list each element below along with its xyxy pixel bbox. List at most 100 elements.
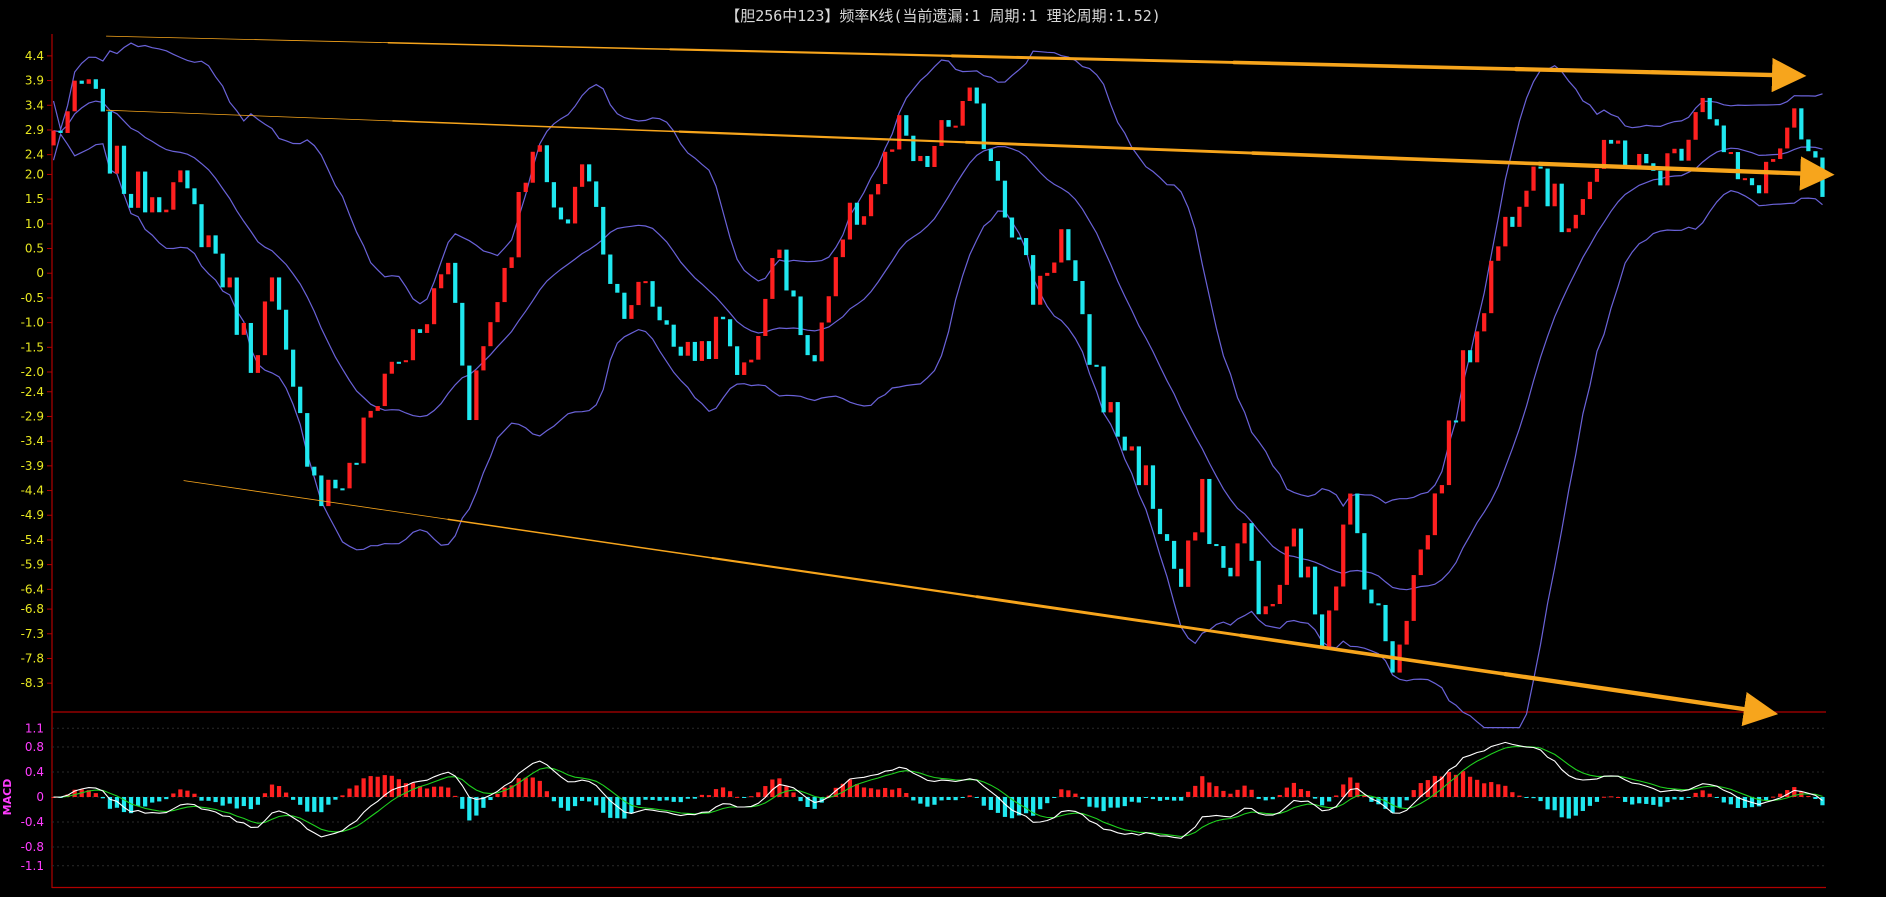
down-candle <box>467 365 472 421</box>
up-candle <box>1327 610 1332 647</box>
macd-histogram-bar <box>967 795 972 797</box>
macd-histogram-bar <box>657 797 662 801</box>
up-candle <box>579 164 585 187</box>
down-candle <box>1009 217 1015 238</box>
up-candle <box>819 322 824 362</box>
y-tick-label: -2.0 <box>21 365 44 379</box>
down-candle <box>1559 183 1564 233</box>
up-candle <box>953 125 958 128</box>
up-candle <box>1418 549 1423 576</box>
down-candle <box>58 130 63 133</box>
y-tick-label: 1.5 <box>25 192 44 206</box>
macd-histogram-bar <box>361 778 366 797</box>
candlesticks <box>51 79 1825 673</box>
up-candle <box>897 115 902 150</box>
macd-histogram-bar <box>1467 776 1473 797</box>
y-tick-label: -1.5 <box>21 340 44 354</box>
macd-histogram-bar <box>1242 785 1247 797</box>
macd-histogram-bar <box>1355 782 1360 797</box>
macd-histogram-bar <box>1446 771 1452 797</box>
up-candle <box>1305 566 1311 578</box>
up-candle <box>410 329 416 361</box>
macd-histogram-bar <box>1327 797 1332 802</box>
up-candle <box>135 171 141 208</box>
y-tick-label: -3.4 <box>21 434 44 448</box>
down-candle <box>1312 566 1318 615</box>
up-candle <box>770 258 775 299</box>
down-candle <box>1545 168 1550 207</box>
up-candle <box>1045 272 1050 276</box>
down-candle <box>460 302 465 366</box>
macd-histogram-bar <box>1263 797 1268 801</box>
macd-histogram-bar <box>1460 771 1466 797</box>
trend-arrow-segment <box>950 54 1236 64</box>
macd-histogram-bar <box>1665 797 1670 803</box>
macd-panel <box>51 741 1825 839</box>
macd-histogram-bar <box>727 791 733 797</box>
y-tick-label: -4.9 <box>21 508 44 522</box>
macd-histogram-bar <box>1510 792 1515 797</box>
down-candle <box>1136 446 1141 486</box>
macd-histogram-bar <box>1778 793 1783 797</box>
y-tick-label: 2.0 <box>25 167 44 181</box>
up-candle <box>1475 331 1480 363</box>
up-candle <box>403 360 409 363</box>
macd-histogram-bar <box>481 797 486 808</box>
macd-histogram-bar <box>1813 797 1818 799</box>
macd-histogram-bar <box>1763 797 1769 801</box>
down-candle <box>657 306 662 321</box>
down-candle <box>192 188 197 205</box>
macd-histogram-bar <box>1756 797 1762 807</box>
down-candle <box>1221 546 1226 568</box>
macd-tick-label: -0.4 <box>21 815 44 829</box>
macd-histogram-bar <box>1038 797 1043 810</box>
up-candle <box>227 277 232 288</box>
y-tick-label: -3.9 <box>21 459 44 473</box>
up-candle <box>51 130 56 146</box>
up-candle <box>685 341 690 356</box>
down-candle <box>1122 436 1127 451</box>
down-candle <box>79 80 84 84</box>
down-candle <box>1714 119 1719 126</box>
macd-histogram-bar <box>1496 784 1501 797</box>
up-candle <box>1334 586 1339 611</box>
macd-histogram-bar <box>467 797 472 821</box>
down-candle <box>291 349 296 387</box>
y-tick-label: 3.4 <box>25 98 44 112</box>
macd-histogram-bar <box>1601 796 1607 798</box>
up-candle <box>164 209 169 213</box>
down-candle <box>678 346 683 356</box>
macd-histogram-bar <box>1284 787 1289 797</box>
macd-label: MACD <box>1 779 14 816</box>
up-candle <box>1193 532 1198 541</box>
down-candle <box>1228 567 1233 577</box>
macd-histogram-bar <box>171 793 176 797</box>
down-candle <box>692 341 697 361</box>
up-candle <box>713 316 719 360</box>
up-candle <box>643 281 648 284</box>
macd-histogram-bar <box>178 789 183 797</box>
macd-histogram-bar <box>460 797 465 809</box>
up-candle <box>1446 420 1452 486</box>
macd-histogram-bar <box>1580 797 1585 811</box>
y-tick-label: -7.8 <box>21 651 44 665</box>
trend-arrow-segment <box>105 35 389 44</box>
macd-histogram-bar <box>875 789 881 797</box>
macd-histogram-bar <box>720 787 726 797</box>
macd-histogram-bar <box>911 797 916 801</box>
macd-histogram-bar <box>1052 797 1057 798</box>
macd-histogram-bar <box>1820 797 1825 806</box>
down-candle <box>453 262 458 303</box>
macd-histogram-bar <box>537 780 542 797</box>
down-candle <box>1066 229 1071 261</box>
down-candle <box>312 466 317 476</box>
macd-histogram-bar <box>368 776 373 797</box>
macd-histogram-bar <box>1545 797 1550 810</box>
macd-histogram-bar <box>840 783 845 797</box>
macd-histogram-bar <box>1129 797 1134 802</box>
up-candle <box>65 111 70 133</box>
up-candle <box>875 184 881 195</box>
macd-histogram-bar <box>664 797 669 801</box>
y-tick-label: 0.5 <box>25 242 44 256</box>
macd-tick-label: -1.1 <box>21 859 44 873</box>
